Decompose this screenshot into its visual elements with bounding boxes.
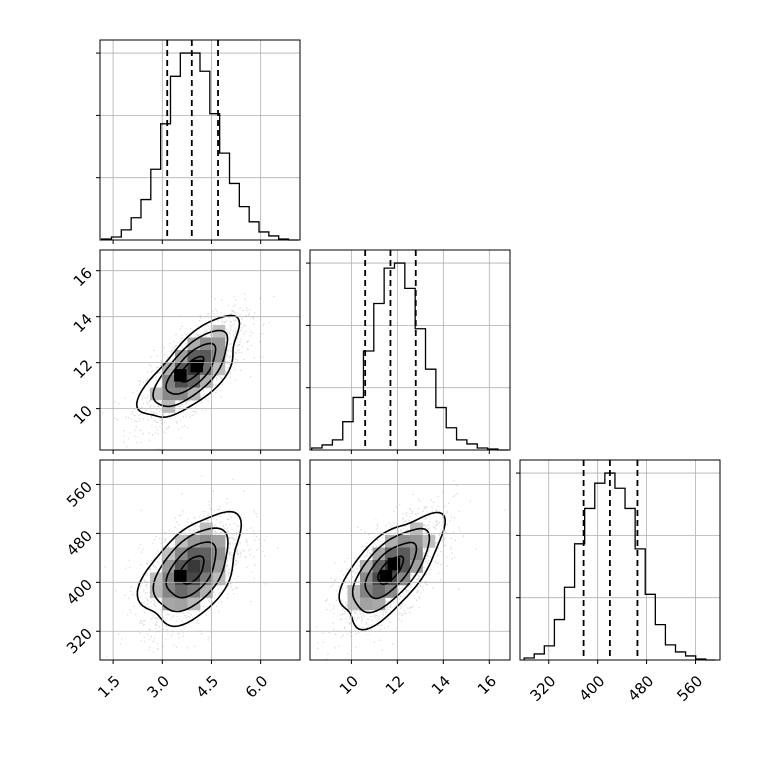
density-cell (212, 535, 226, 548)
density-cell (360, 597, 373, 611)
x-tick-label: 480 (624, 672, 657, 705)
density-panel-0-2: 1.5 3.0 4.5 6.0 320 400 480 560 (63, 459, 301, 702)
x-tick-label: 560 (673, 672, 706, 705)
histogram-panel-1 (306, 249, 511, 454)
density-cell (162, 387, 176, 401)
histogram-step (311, 262, 509, 451)
contour-line (178, 355, 205, 383)
histogram-panel-0 (96, 39, 301, 244)
density-cell (200, 585, 213, 598)
x-tick-label: 1.5 (94, 672, 124, 702)
pair-2-frame (309, 459, 511, 661)
density-cell (360, 560, 373, 573)
contour-line (152, 527, 229, 613)
histogram-panel-2: 320 400 480 560 (516, 459, 721, 705)
contour-line (377, 555, 405, 586)
contour-line (135, 314, 241, 419)
density-cell (385, 535, 398, 548)
mode-cell (379, 569, 393, 583)
y-tick-label: 400 (63, 576, 96, 609)
x-tick-label: 320 (527, 672, 560, 705)
y-tick-label: 10 (70, 402, 96, 428)
density-panel-1-2: 10 12 14 16 (306, 459, 511, 698)
density-cell (175, 350, 188, 363)
density-cell (162, 585, 176, 598)
x-tick-label: 3.0 (143, 672, 173, 702)
density-cell (187, 560, 201, 573)
density-cell (212, 325, 226, 338)
density-cell (175, 560, 188, 573)
x-tick-label: 4.5 (193, 672, 223, 702)
density-cell (175, 387, 188, 401)
density-cell (410, 535, 423, 548)
y-tick-label: 14 (70, 310, 96, 336)
mode-cell (174, 569, 187, 583)
contour-line (165, 541, 217, 599)
density-cell (162, 560, 176, 573)
contour-line (364, 541, 418, 600)
density-cell (212, 560, 226, 573)
contour-line (178, 555, 205, 585)
density-cell (372, 585, 386, 598)
density-cell (347, 585, 361, 598)
y-tick-label: 560 (63, 478, 96, 511)
x-tick-label: 10 (336, 672, 362, 698)
y-tick-label: 16 (70, 264, 96, 290)
histogram-step (100, 52, 299, 241)
density-cell (347, 597, 361, 611)
x-tick-label: 400 (575, 672, 608, 705)
contour-line (152, 329, 229, 408)
y-tick-label: 320 (63, 625, 96, 658)
y-tick-label: 12 (70, 356, 96, 382)
contour-line (351, 527, 431, 614)
pair-0-frame (99, 249, 301, 451)
x-tick-label: 14 (428, 672, 454, 698)
scatter-points (316, 479, 506, 660)
density-cell (175, 585, 188, 598)
y-tick-label: 480 (63, 527, 96, 560)
contour-line (136, 510, 243, 628)
histogram-step (523, 472, 716, 661)
x-tick-label: 12 (382, 672, 408, 698)
density-cell (175, 597, 188, 611)
x-tick-label: 16 (474, 672, 500, 698)
density-panel-0-1: 10 12 14 16 (70, 249, 301, 454)
hist-0-frame (99, 39, 301, 241)
pair-1-frame (99, 459, 301, 661)
hist-2-frame (519, 459, 721, 661)
hist-1-frame (309, 249, 511, 451)
contour-line (338, 511, 447, 631)
x-tick-label: 6.0 (242, 672, 272, 702)
